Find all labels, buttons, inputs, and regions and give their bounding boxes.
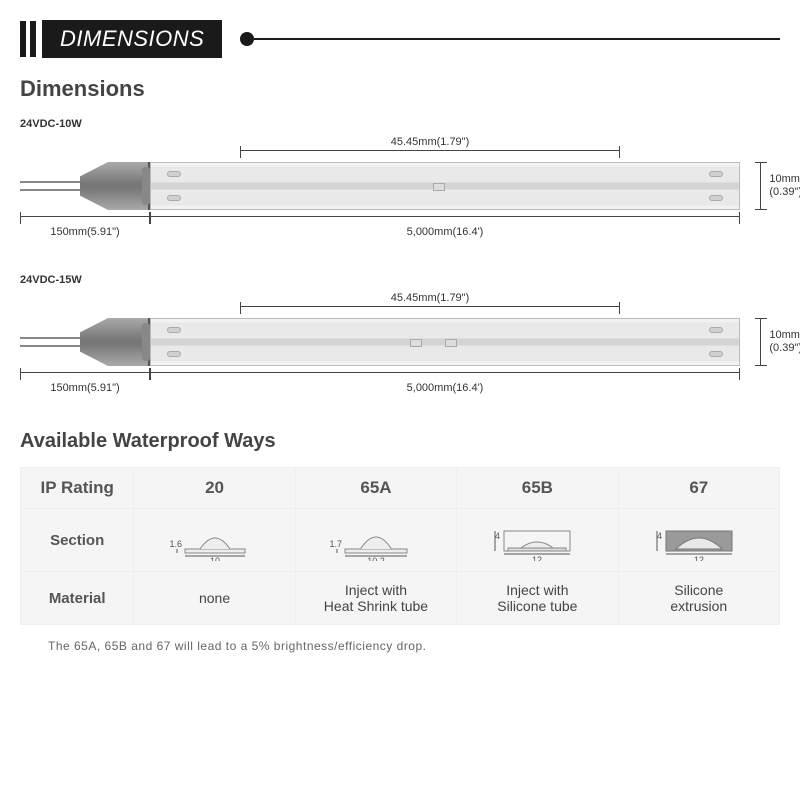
waterproof-table: IP Rating 20 65A 65B 67 Section 1.6 10 1… xyxy=(20,467,780,625)
cross-section-icon: 1.6 10 xyxy=(160,519,270,561)
table-section-row: Section 1.6 10 1.7 10.2 4 12 4 xyxy=(21,509,780,572)
row-label-material: Material xyxy=(21,572,134,625)
svg-text:1.7: 1.7 xyxy=(329,539,342,549)
strip-diagram: 45.45mm(1.79") 10mm(0.39") xyxy=(20,136,740,246)
dim-top-label: 45.45mm(1.79") xyxy=(240,136,620,148)
variants-container: 24VDC-10W 45.45mm(1.79") xyxy=(20,118,780,402)
dim-length-label: 5,000mm(16.4') xyxy=(150,226,740,238)
dim-height-label: 10mm(0.39") xyxy=(769,173,800,199)
section-title-waterproof: Available Waterproof Ways xyxy=(20,430,780,453)
dim-height-label: 10mm(0.39") xyxy=(769,329,800,355)
col-65a: 65A xyxy=(295,468,456,509)
col-20: 20 xyxy=(134,468,295,509)
dim-lead-label: 150mm(5.91") xyxy=(20,382,150,394)
row-label-section: Section xyxy=(21,509,134,572)
svg-text:1.6: 1.6 xyxy=(169,539,182,549)
dim-top: 45.45mm(1.79") xyxy=(240,136,620,160)
pcb-strip xyxy=(150,318,740,366)
header-accent-1 xyxy=(20,21,26,57)
svg-text:10: 10 xyxy=(210,556,220,561)
material-20: none xyxy=(134,572,295,625)
dim-bottom: 150mm(5.91") 5,000mm(16.4') xyxy=(20,372,740,394)
svg-text:10.2: 10.2 xyxy=(367,556,385,561)
dim-height: 10mm(0.39") xyxy=(760,162,800,210)
variant-label: 24VDC-10W xyxy=(20,118,780,130)
dimension-drawing: 24VDC-10W 45.45mm(1.79") xyxy=(20,118,780,246)
strip-body xyxy=(20,318,740,366)
waterproof-note: The 65A, 65B and 67 will lead to a 5% br… xyxy=(20,639,780,653)
section-cell-65a: 1.7 10.2 xyxy=(295,509,456,572)
dim-top-label: 45.45mm(1.79") xyxy=(240,292,620,304)
lead-wires xyxy=(20,318,80,366)
header-rule xyxy=(254,38,780,40)
dimension-drawing: 24VDC-15W 45.45mm(1.79") xyxy=(20,274,780,402)
table-header-row: IP Rating 20 65A 65B 67 xyxy=(21,468,780,509)
svg-text:4: 4 xyxy=(657,531,662,541)
section-cell-67: 4 12 xyxy=(618,509,779,572)
dim-height: 10mm(0.39") xyxy=(760,318,800,366)
strip-diagram: 45.45mm(1.79") 10mm(0.39") xyxy=(20,292,740,402)
svg-text:4: 4 xyxy=(495,531,500,541)
cross-section-icon: 1.7 10.2 xyxy=(321,519,431,561)
table-material-row: Material none Inject withHeat Shrink tub… xyxy=(21,572,780,625)
lead-wires xyxy=(20,162,80,210)
dim-top: 45.45mm(1.79") xyxy=(240,292,620,316)
svg-text:12: 12 xyxy=(694,555,704,561)
material-65a: Inject withHeat Shrink tube xyxy=(295,572,456,625)
material-65b: Inject withSilicone tube xyxy=(457,572,618,625)
header-bar: DIMENSIONS xyxy=(20,20,780,58)
cross-section-icon: 4 12 xyxy=(482,519,592,561)
header-badge: DIMENSIONS xyxy=(42,20,222,58)
material-67: Siliconeextrusion xyxy=(618,572,779,625)
section-title-dimensions: Dimensions xyxy=(20,76,780,102)
col-65b: 65B xyxy=(457,468,618,509)
header-dot xyxy=(240,32,254,46)
svg-text:12: 12 xyxy=(532,555,542,561)
col-67: 67 xyxy=(618,468,779,509)
section-cell-65b: 4 12 xyxy=(457,509,618,572)
header-accent-2 xyxy=(30,21,36,57)
dim-lead-label: 150mm(5.91") xyxy=(20,226,150,238)
dim-length-label: 5,000mm(16.4') xyxy=(150,382,740,394)
cross-section-icon: 4 12 xyxy=(644,519,754,561)
strip-body xyxy=(20,162,740,210)
section-cell-20: 1.6 10 xyxy=(134,509,295,572)
variant-label: 24VDC-15W xyxy=(20,274,780,286)
dim-bottom: 150mm(5.91") 5,000mm(16.4') xyxy=(20,216,740,238)
end-cap xyxy=(80,162,150,210)
col-ip-rating: IP Rating xyxy=(21,468,134,509)
pcb-strip xyxy=(150,162,740,210)
end-cap xyxy=(80,318,150,366)
